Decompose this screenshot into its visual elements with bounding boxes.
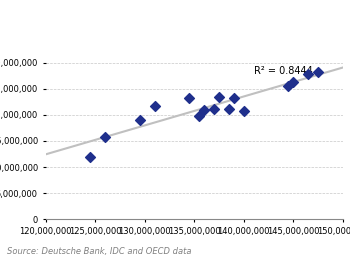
Point [290,80,296,85]
Point [286,84,291,88]
Text: Source: Deutsche Bank, IDC and OECD data: Source: Deutsche Bank, IDC and OECD data [7,247,191,256]
Point [187,96,192,100]
Point [226,106,232,111]
Text: R² = 0.8444: R² = 0.8444 [254,66,313,76]
Point [306,72,311,76]
Point [315,70,321,74]
Point [231,96,237,100]
Point [137,118,142,122]
Point [88,155,93,159]
Point [196,114,202,118]
Point [211,106,217,111]
Point [102,135,108,139]
Point [201,108,207,112]
Text: Figure 13: Correlation between employment and
Commercial PC units: Figure 13: Correlation between employmen… [7,10,311,33]
Point [216,94,222,99]
Point [241,109,247,113]
Point [152,104,158,108]
